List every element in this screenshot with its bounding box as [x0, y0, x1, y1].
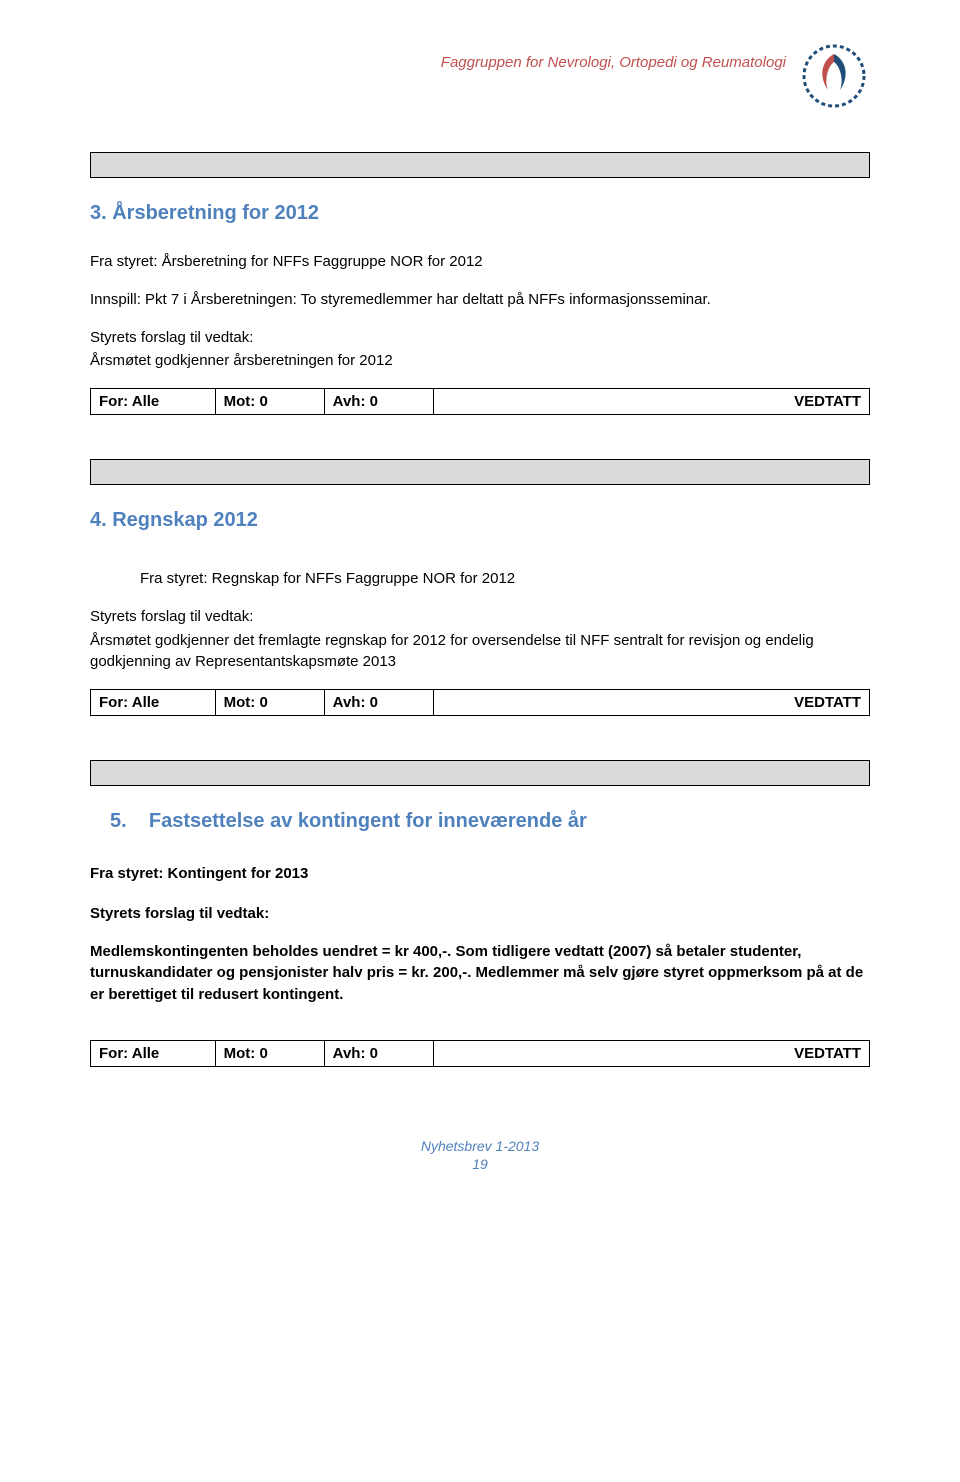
header-org-name: Faggruppen for Nevrologi, Ortopedi og Re…	[441, 40, 786, 71]
vote-for: For: Alle	[91, 389, 216, 415]
s4-line2: Styrets forslag til vedtak:	[90, 606, 870, 628]
s3-line4: Årsmøtet godkjenner årsberetningen for 2…	[90, 350, 870, 372]
s3-line1: Fra styret: Årsberetning for NFFs Faggru…	[90, 251, 870, 273]
vote-for: For: Alle	[91, 690, 216, 716]
vote-for: For: Alle	[91, 1040, 216, 1066]
section-heading-3: 3. Årsberetning for 2012	[90, 202, 870, 225]
s4-line1: Fra styret: Regnskap for NFFs Faggruppe …	[90, 568, 870, 590]
vote-avh: Avh: 0	[324, 389, 433, 415]
nff-logo-icon	[798, 40, 870, 112]
section-heading-4: 4. Regnskap 2012	[90, 509, 870, 532]
vote-result: VEDTATT	[433, 389, 869, 415]
vote-table-s3: For: Alle Mot: 0 Avh: 0 VEDTATT	[90, 388, 870, 415]
s3-line3: Styrets forslag til vedtak:	[90, 327, 870, 349]
vote-avh: Avh: 0	[324, 1040, 433, 1066]
s4-line3: Årsmøtet godkjenner det fremlagte regnsk…	[90, 630, 870, 674]
footer-page-number: 19	[90, 1155, 870, 1173]
section-divider-bar	[90, 760, 870, 786]
table-row: For: Alle Mot: 0 Avh: 0 VEDTATT	[91, 1040, 870, 1066]
section-divider-bar	[90, 459, 870, 485]
vote-mot: Mot: 0	[215, 690, 324, 716]
vote-table-s4: For: Alle Mot: 0 Avh: 0 VEDTATT	[90, 689, 870, 716]
s5-line1: Fra styret: Kontingent for 2013	[90, 863, 870, 885]
vote-avh: Avh: 0	[324, 690, 433, 716]
vote-mot: Mot: 0	[215, 1040, 324, 1066]
page-header: Faggruppen for Nevrologi, Ortopedi og Re…	[90, 40, 870, 112]
s5-line3: Medlemskontingenten beholdes uendret = k…	[90, 941, 870, 1006]
section-divider-bar	[90, 152, 870, 178]
vote-result: VEDTATT	[433, 1040, 869, 1066]
footer-newsletter: Nyhetsbrev 1-2013	[90, 1137, 870, 1155]
vote-mot: Mot: 0	[215, 389, 324, 415]
s3-line2: Innspill: Pkt 7 i Årsberetningen: To sty…	[90, 289, 870, 311]
s5-line2: Styrets forslag til vedtak:	[90, 903, 870, 925]
vote-result: VEDTATT	[433, 690, 869, 716]
section-heading-5: 5. Fastsettelse av kontingent for innevæ…	[90, 810, 870, 833]
vote-table-s5: For: Alle Mot: 0 Avh: 0 VEDTATT	[90, 1040, 870, 1067]
table-row: For: Alle Mot: 0 Avh: 0 VEDTATT	[91, 389, 870, 415]
table-row: For: Alle Mot: 0 Avh: 0 VEDTATT	[91, 690, 870, 716]
page-footer: Nyhetsbrev 1-2013 19	[90, 1137, 870, 1173]
